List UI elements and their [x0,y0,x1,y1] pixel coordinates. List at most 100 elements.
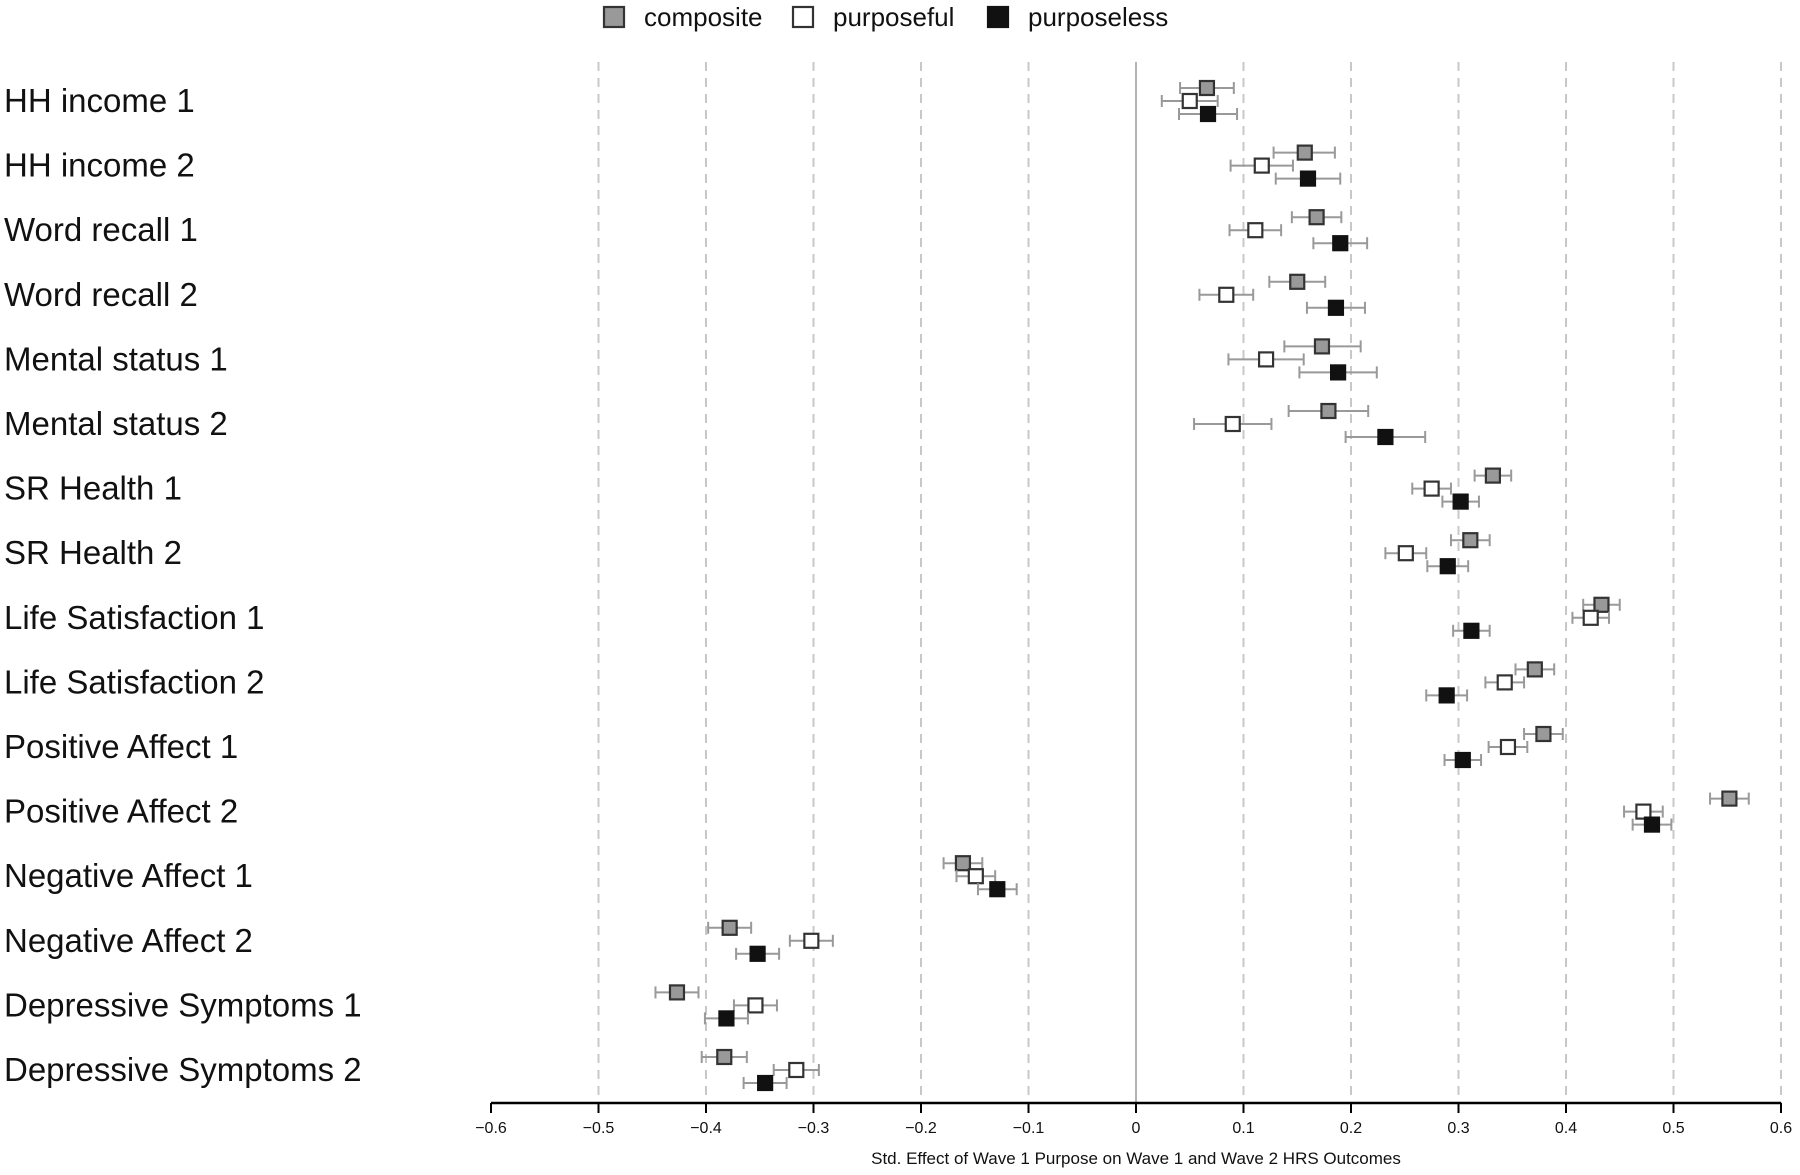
point-marker [1181,92,1198,110]
point-marker [1643,816,1661,833]
point-marker [788,1061,805,1079]
data-point-purposeless [1441,493,1480,510]
point-marker [954,855,972,872]
point-marker [1439,558,1456,575]
data-point-purposeful [1411,480,1452,497]
category-label: Negative Affect 2 [4,922,253,959]
category-label: Word recall 1 [4,211,198,248]
category-label: Positive Affect 2 [4,793,238,830]
x-axis-title: Std. Effect of Wave 1 Purpose on Wave 1 … [871,1149,1401,1168]
category-label: HH income 1 [4,82,195,119]
data-point-purposeful [1160,92,1219,110]
data-point-composite [1287,402,1370,420]
point-marker [747,997,764,1014]
data-point-composite [1709,790,1750,807]
category-label: Word recall 2 [4,276,198,313]
point-marker [1257,351,1275,368]
category-label: HH income 2 [4,147,195,184]
data-point-purposeless [976,881,1018,898]
point-marker [1329,364,1347,381]
data-point-purposeful [955,868,997,885]
data-point-purposeless [1298,364,1378,381]
legend-label: purposeless [1028,2,1168,32]
data-point-purposeful [1227,351,1305,368]
x-tick-label: −0.4 [690,1120,722,1137]
data-point-composite [1473,467,1513,484]
category-label: Depressive Symptoms 1 [4,986,362,1023]
point-marker [721,919,738,936]
category-label: Life Satisfaction 2 [4,663,265,700]
point-marker [1526,661,1543,678]
point-marker [1299,170,1317,187]
point-marker [1462,532,1479,549]
grid-lines [597,62,1782,1103]
point-marker [757,1074,774,1092]
point-marker [1397,545,1414,562]
point-marker [1224,415,1241,433]
point-marker [1438,687,1455,704]
data-point-purposeless [1452,622,1491,639]
x-tick-label: 0.3 [1447,1120,1469,1137]
x-tick-label: −0.3 [798,1120,830,1137]
data-point-composite [1268,273,1327,290]
point-marker [1253,157,1270,174]
data-point-composite [707,919,753,936]
data-point-purposeless [1178,105,1239,123]
point-marker [1496,674,1513,691]
data-point-purposeless [1426,558,1470,575]
data-point-composite [700,1048,748,1066]
category-label: Positive Affect 1 [4,728,238,765]
point-marker [1635,803,1652,820]
data-point-purposeful [1571,609,1610,626]
data-point-composite [1283,338,1362,355]
data-point-purposeful [1384,545,1428,562]
point-marker [803,932,820,949]
point-marker [1582,609,1599,626]
data-point-purposeless [1305,299,1366,316]
legend: composite purposeful purposeless [602,2,1168,32]
point-marker [1199,105,1217,123]
data-point-purposeless [1312,235,1369,252]
data-point-purposeful [1193,415,1273,433]
point-marker [1313,338,1331,355]
point-marker [1320,402,1337,420]
x-tick-label: 0.6 [1770,1120,1792,1137]
point-marker [1484,467,1502,484]
data-point-composite [1582,596,1621,613]
data-point-purposeful [1484,674,1526,691]
legend-swatch-purposeful [791,5,815,29]
point-marker [1308,209,1325,226]
point-marker [1452,493,1469,510]
data-point-composite [1290,209,1343,226]
category-label: Depressive Symptoms 2 [4,1051,362,1088]
data-point-purposeful [732,997,778,1014]
data-point-purposeless [1274,170,1342,187]
x-tick-label: 0.1 [1232,1120,1254,1137]
data-point-purposeful [772,1061,820,1079]
x-tick-label: −0.1 [1013,1120,1045,1137]
point-marker [1247,222,1264,239]
point-marker [1377,428,1394,446]
data-points [654,79,1750,1092]
data-point-purposeful [1228,222,1283,239]
point-marker [1499,738,1517,756]
point-marker [1463,622,1480,639]
point-marker [1535,725,1552,743]
x-tick-label: 0.2 [1340,1120,1362,1137]
legend-label: composite [644,2,763,32]
data-point-purposeful [788,932,834,949]
point-marker [1296,144,1313,161]
data-point-purposeless [742,1074,788,1092]
point-marker [1454,751,1471,769]
data-point-purposeless [1344,428,1427,446]
data-point-composite [1272,144,1336,161]
point-marker [1327,299,1345,316]
category-label: Life Satisfaction 1 [4,599,265,636]
data-point-purposeless [703,1010,749,1027]
data-point-purposeless [735,945,781,962]
point-marker [989,881,1006,898]
point-marker [1218,286,1235,303]
legend-swatch-purposeless [986,5,1010,29]
data-point-composite [1523,725,1564,743]
